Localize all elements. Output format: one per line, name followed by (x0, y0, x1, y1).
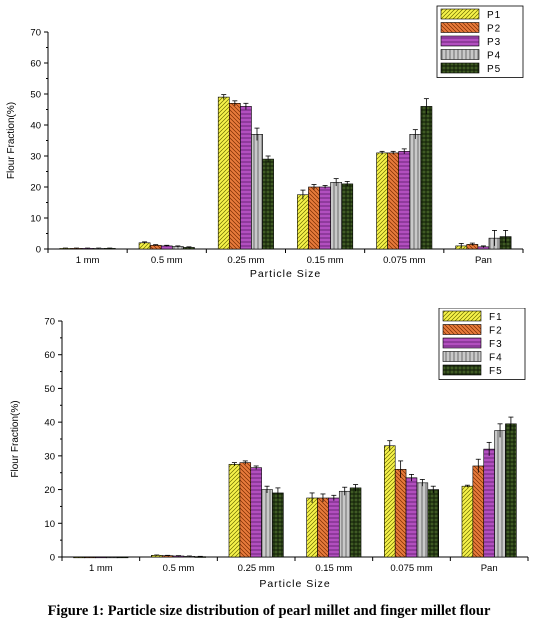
bar (387, 152, 400, 250)
bar (262, 158, 274, 250)
figure-caption: Figure 1: Particle size distribution of … (47, 603, 491, 619)
y-tick-label: 50 (30, 90, 41, 101)
bar (330, 182, 343, 250)
y-tick-label: 40 (44, 418, 55, 429)
finger-millet-bar-chart: 0 10 20 30 40 50 60 70 Flour Fraction(%) 1 mm 0.5 … (10, 308, 529, 590)
bar (494, 430, 506, 558)
y-tick-label: 20 (30, 183, 41, 194)
bar (338, 490, 351, 558)
legend-swatch (442, 324, 482, 335)
y-tick-label: 0 (36, 245, 41, 256)
bar (239, 462, 252, 558)
x-tick-label: 0.25 mm (238, 563, 275, 574)
legend-label: F2 (489, 326, 503, 337)
legend-swatch (442, 351, 482, 362)
bar (250, 467, 262, 558)
y-tick-label: 70 (30, 28, 41, 39)
x-axis-label: Particle Size (250, 268, 321, 280)
bar (341, 183, 354, 250)
bar (105, 556, 118, 559)
x-tick-label: 0.15 mm (307, 255, 344, 266)
legend-swatch (442, 364, 482, 376)
x-tick-label: 0.5 mm (151, 255, 183, 266)
bar (409, 134, 422, 250)
x-tick-label: Pan (475, 255, 492, 266)
x-tick-label: 0.5 mm (163, 563, 195, 574)
legend: F1 F2 F3 F4 F5 (438, 308, 526, 380)
bar (217, 96, 230, 250)
y-axis-label: Flour Fraction(%) (10, 400, 21, 477)
x-tick-label: Pan (481, 563, 498, 574)
bar (73, 556, 85, 559)
legend-label: F5 (489, 366, 503, 377)
legend: P1 P2 P3 P4 P5 (436, 5, 524, 78)
bar (317, 497, 329, 558)
bar (505, 423, 517, 558)
y-tick-label: 10 (30, 214, 41, 225)
y-axis-label: Flour Fraction(%) (6, 102, 17, 179)
bar (261, 489, 273, 558)
legend-swatch (442, 337, 482, 349)
y-tick-label: 70 (44, 317, 55, 328)
bar (319, 186, 331, 250)
x-tick-label: 0.25 mm (227, 255, 264, 266)
bar (394, 469, 407, 558)
legend-label: P2 (487, 24, 501, 35)
y-tick-label: 40 (30, 121, 41, 132)
legend-swatch (440, 49, 480, 60)
bar (228, 463, 241, 558)
y-tick-label: 30 (30, 152, 41, 163)
bar (95, 556, 107, 559)
legend-label: P5 (487, 64, 501, 75)
legend-label: P4 (487, 51, 501, 62)
legend-swatch (440, 62, 480, 74)
bar (306, 497, 318, 558)
bar (240, 106, 252, 250)
x-tick-label: 1 mm (76, 255, 100, 266)
bar (376, 152, 388, 250)
x-tick-label: 0.15 mm (315, 563, 352, 574)
x-tick-label: 1 mm (89, 563, 113, 574)
bar (308, 186, 320, 250)
y-tick-label: 60 (30, 59, 41, 70)
bar (472, 465, 485, 558)
y-tick-label: 50 (44, 384, 55, 395)
y-tick-label: 10 (44, 519, 55, 530)
bar (416, 482, 429, 558)
legend-swatch (440, 35, 480, 47)
legend-label: P1 (487, 10, 501, 21)
y-tick-label: 20 (44, 485, 55, 496)
legend-label: F1 (489, 312, 503, 323)
y-tick-label: 60 (44, 350, 55, 361)
bar (297, 194, 309, 250)
x-tick-label: 0.075 mm (383, 255, 425, 266)
pearl-millet-bar-chart: 0 10 20 30 40 50 60 70 Flour Fraction(%) 1 mm 0.5 … (6, 5, 524, 280)
bar (384, 445, 396, 558)
bar (398, 151, 411, 250)
legend-label: P3 (487, 37, 501, 48)
legend-swatch (440, 8, 480, 20)
bar (328, 497, 340, 558)
x-axis-label: Particle Size (259, 578, 330, 590)
bar (116, 556, 129, 559)
bar (461, 485, 474, 558)
bar (251, 134, 263, 250)
legend-label: F3 (489, 339, 503, 350)
bar (349, 487, 362, 558)
bar (483, 448, 495, 558)
legend-swatch (440, 22, 480, 33)
bar (405, 477, 418, 558)
legend-swatch (442, 310, 482, 322)
bar (228, 103, 241, 250)
y-tick-label: 30 (44, 451, 55, 462)
y-tick-label: 0 (50, 553, 55, 564)
x-tick-label: 0.075 mm (390, 563, 432, 574)
bar (84, 556, 96, 559)
bar (420, 106, 433, 250)
legend-label: F4 (489, 353, 503, 364)
bar (427, 489, 439, 558)
bar (272, 492, 284, 558)
